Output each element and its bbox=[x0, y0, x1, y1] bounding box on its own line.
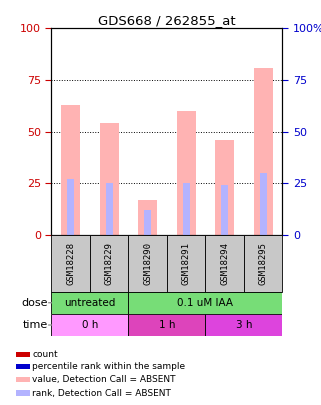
Bar bbox=[144, 210, 151, 235]
Bar bbox=[221, 185, 228, 235]
Bar bbox=[128, 314, 205, 336]
Text: GSM18228: GSM18228 bbox=[66, 242, 75, 285]
Text: GSM18229: GSM18229 bbox=[105, 242, 114, 285]
Bar bbox=[16, 352, 30, 357]
Bar bbox=[90, 235, 128, 292]
Bar bbox=[183, 183, 189, 235]
Bar bbox=[215, 140, 234, 235]
Text: GSM18295: GSM18295 bbox=[259, 242, 268, 285]
Bar bbox=[51, 235, 90, 292]
Text: count: count bbox=[32, 350, 58, 359]
Bar bbox=[16, 390, 30, 396]
Text: GSM18294: GSM18294 bbox=[220, 242, 229, 285]
Text: 0 h: 0 h bbox=[82, 320, 98, 330]
Bar bbox=[254, 68, 273, 235]
Text: untreated: untreated bbox=[64, 298, 116, 308]
Text: percentile rank within the sample: percentile rank within the sample bbox=[32, 362, 186, 371]
Bar bbox=[51, 292, 128, 314]
Bar bbox=[61, 105, 80, 235]
Text: GSM18291: GSM18291 bbox=[182, 242, 191, 285]
Title: GDS668 / 262855_at: GDS668 / 262855_at bbox=[98, 14, 236, 27]
Bar bbox=[67, 179, 74, 235]
Text: time: time bbox=[23, 320, 48, 330]
Bar bbox=[138, 200, 157, 235]
Text: GSM18290: GSM18290 bbox=[143, 242, 152, 285]
Bar bbox=[106, 183, 112, 235]
Bar bbox=[100, 124, 119, 235]
Text: 0.1 uM IAA: 0.1 uM IAA bbox=[178, 298, 233, 308]
Bar bbox=[167, 235, 205, 292]
Text: value, Detection Call = ABSENT: value, Detection Call = ABSENT bbox=[32, 375, 176, 384]
Bar bbox=[205, 314, 282, 336]
Bar bbox=[16, 364, 30, 369]
Bar bbox=[205, 235, 244, 292]
Text: 1 h: 1 h bbox=[159, 320, 175, 330]
Text: rank, Detection Call = ABSENT: rank, Detection Call = ABSENT bbox=[32, 388, 171, 398]
Bar bbox=[16, 377, 30, 382]
Text: 3 h: 3 h bbox=[236, 320, 252, 330]
Text: dose: dose bbox=[22, 298, 48, 308]
Bar bbox=[260, 173, 266, 235]
Bar bbox=[177, 111, 196, 235]
Bar bbox=[128, 235, 167, 292]
Bar bbox=[128, 292, 282, 314]
Bar bbox=[244, 235, 282, 292]
Bar bbox=[51, 314, 128, 336]
